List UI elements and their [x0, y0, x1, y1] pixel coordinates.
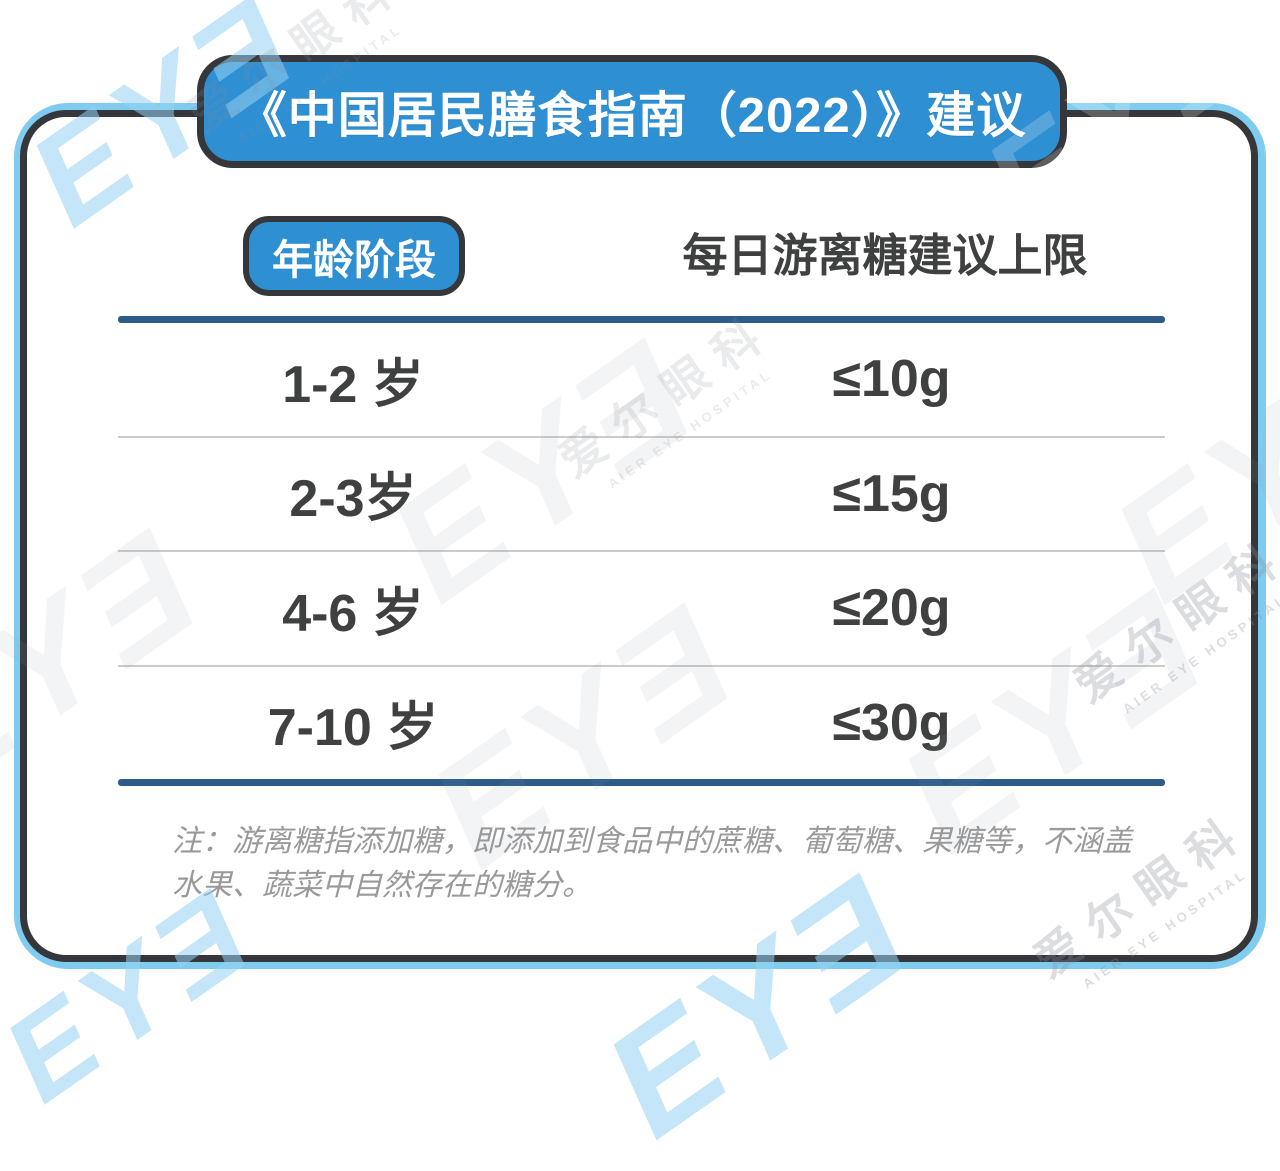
- age-cell: 4-6 岁: [282, 584, 424, 643]
- age-column-header-pill: 年龄阶段: [243, 216, 465, 296]
- age-cell: 2-3岁: [289, 470, 417, 529]
- limit-cell: ≤30g: [832, 693, 951, 752]
- card-outline: [14, 103, 1266, 969]
- limit-cell: ≤20g: [832, 579, 951, 638]
- table-area: 年龄阶段 每日游离糖建议上限 1-2 岁 ≤10g 2-3岁 ≤15g 4-6 …: [118, 216, 1165, 908]
- content-card: [20, 110, 1258, 962]
- age-cell: 7-10 岁: [267, 699, 439, 758]
- table-body: 1-2 岁 ≤10g 2-3岁 ≤15g 4-6 岁 ≤20g 7-10 岁 ≤…: [118, 323, 1165, 779]
- footnote: 注：游离糖指添加糖，即添加到食品中的蔗糖、葡萄糖、果糖等，不涵盖 水果、蔬菜中自…: [172, 820, 1132, 908]
- age-column-header-label: 年龄阶段: [272, 237, 436, 283]
- age-cell: 1-2 岁: [282, 355, 424, 414]
- table-row: 7-10 岁 ≤30g: [118, 664, 1165, 780]
- limit-cell: ≤15g: [832, 464, 951, 523]
- table-row: 4-6 岁 ≤20g: [118, 550, 1165, 665]
- footnote-line1: 注：游离糖指添加糖，即添加到食品中的蔗糖、葡萄糖、果糖等，不涵盖: [172, 825, 1132, 858]
- table-row: 1-2 岁 ≤10g: [118, 323, 1165, 436]
- limit-cell: ≤10g: [832, 350, 951, 409]
- limit-column-header: 每日游离糖建议上限: [682, 230, 1088, 281]
- footnote-line2: 水果、蔬菜中自然存在的糖分。: [172, 869, 592, 902]
- title-banner: 《中国居民膳食指南（2022）》建议: [197, 55, 1067, 168]
- page-title: 《中国居民膳食指南（2022）》建议: [237, 89, 1027, 143]
- table-top-rule: [118, 316, 1165, 323]
- table-row: 2-3岁 ≤15g: [118, 435, 1165, 551]
- table-bottom-rule: [118, 779, 1165, 786]
